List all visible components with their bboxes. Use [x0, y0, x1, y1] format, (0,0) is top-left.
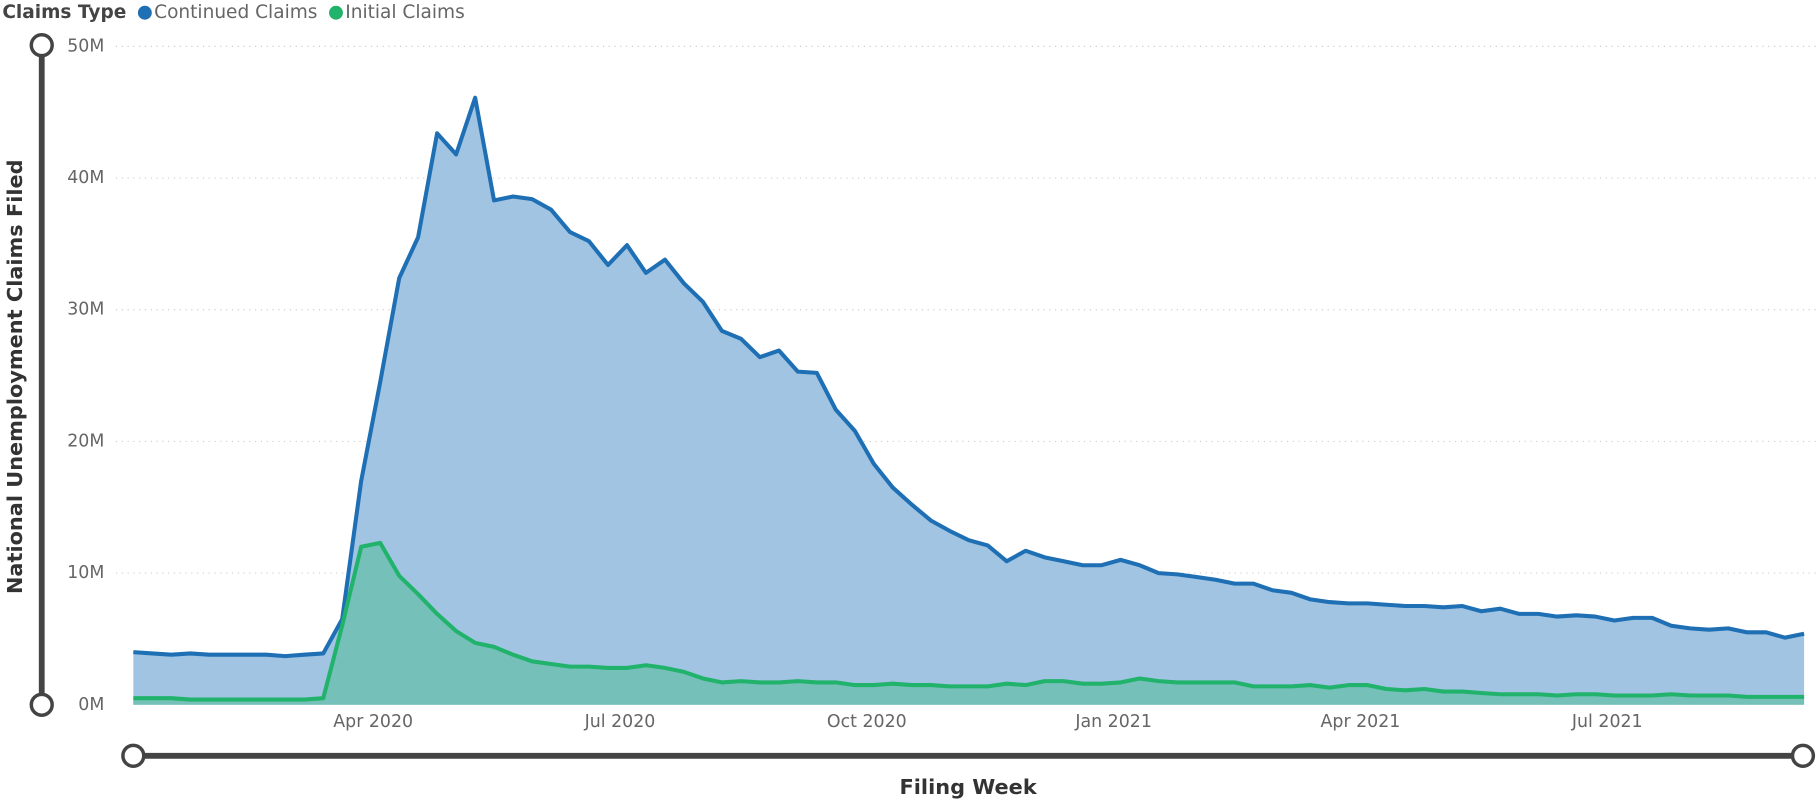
y-tick-label: 0M — [78, 695, 104, 715]
x-tick-label: Jan 2021 — [1074, 712, 1152, 732]
line — [133, 95, 1805, 659]
y-tick-label: 20M — [67, 431, 104, 451]
y-slider-handle[interactable] — [29, 33, 54, 58]
y-tick-label: 30M — [67, 300, 104, 320]
x-axis-title: Filing Week — [900, 775, 1038, 799]
x-tick-label: Apr 2020 — [333, 712, 413, 732]
y-axis-title: National Unemployment Claims Filed — [3, 159, 27, 594]
y-slider-handle[interactable] — [29, 692, 54, 717]
x-slider-handle[interactable] — [121, 743, 146, 768]
legend-label: Initial Claims — [345, 2, 464, 23]
x-slider-handle[interactable] — [1790, 743, 1816, 768]
x-tick-label: Apr 2021 — [1321, 712, 1401, 732]
legend-title: Claims Type — [2, 2, 126, 23]
legend-marker — [329, 5, 343, 20]
legend-marker — [137, 5, 152, 20]
area — [133, 97, 1805, 705]
x-tick-label: Jul 2021 — [1571, 712, 1643, 732]
y-tick-label: 10M — [67, 563, 104, 583]
y-tick-label: 40M — [67, 168, 104, 188]
line — [133, 540, 1805, 702]
plot-area: 0M 10M 20M 30M 40M 50M Apr 2020 Jul 2020 Oct 202… — [67, 36, 1818, 732]
y-tick-label: 50M — [67, 36, 104, 56]
legend-label: Continued Claims — [154, 2, 317, 23]
x-tick-label: Jul 2020 — [584, 712, 656, 732]
x-tick-label: Oct 2020 — [827, 712, 907, 732]
